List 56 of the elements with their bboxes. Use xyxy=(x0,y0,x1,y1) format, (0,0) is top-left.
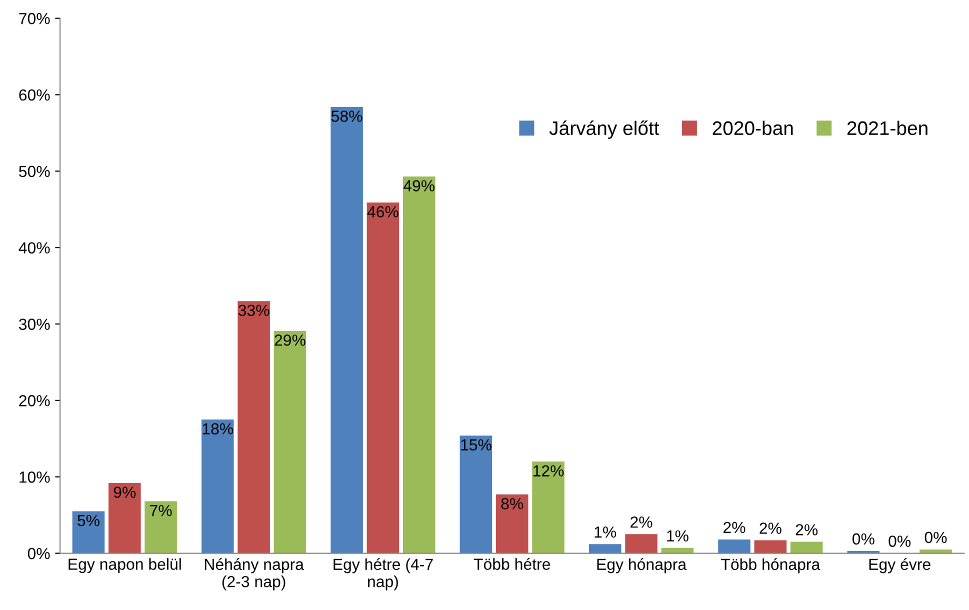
data-label: 1% xyxy=(594,526,616,538)
bar xyxy=(460,436,492,554)
bar xyxy=(496,494,528,554)
bar xyxy=(238,301,270,554)
x-tick-label: Egy napon belül xyxy=(68,558,181,574)
data-label: 15% xyxy=(461,439,492,451)
bar xyxy=(274,330,306,554)
y-tick-label: 10% xyxy=(20,471,50,483)
data-label: 29% xyxy=(274,334,306,346)
bar xyxy=(144,501,177,554)
data-label: 7% xyxy=(150,505,172,516)
data-label: 8% xyxy=(501,498,524,510)
bar xyxy=(790,542,823,554)
data-label: 2% xyxy=(796,524,818,536)
data-label: 2% xyxy=(630,516,652,528)
bar xyxy=(402,176,436,554)
x-tick-label: Egy évre xyxy=(869,558,930,574)
y-tick-label: 30% xyxy=(19,318,50,330)
bar xyxy=(108,482,141,554)
legend-label: Járvány előtt xyxy=(549,120,660,139)
bar xyxy=(754,540,787,554)
data-label: 12% xyxy=(534,465,564,476)
data-label: 49% xyxy=(404,180,435,192)
data-label: 0% xyxy=(888,536,911,547)
data-label: 1% xyxy=(667,530,688,542)
legend-label: 2021-ben xyxy=(847,120,928,136)
data-label: 58% xyxy=(331,110,362,122)
x-tick-label: Néhány napra (2-3 nap) xyxy=(204,558,304,590)
y-tick-label: 0% xyxy=(28,548,50,560)
data-label: 0% xyxy=(924,532,947,544)
y-tick-label: 20% xyxy=(19,395,50,406)
y-tick-label: 70% xyxy=(19,12,50,24)
data-label: 33% xyxy=(238,304,270,316)
bar xyxy=(625,534,658,554)
y-tick-label: 60% xyxy=(19,89,50,101)
bar xyxy=(588,544,622,554)
data-label: 5% xyxy=(78,514,100,526)
bar xyxy=(72,511,105,554)
bar xyxy=(532,462,564,554)
bar xyxy=(330,106,363,554)
x-tick-label: Egy hónapra xyxy=(597,558,687,574)
y-tick-label: 40% xyxy=(18,242,50,254)
data-label: 46% xyxy=(367,206,398,218)
legend-label: 2020-ban xyxy=(712,120,793,136)
bar xyxy=(718,540,750,554)
bar xyxy=(366,202,400,554)
data-label: 18% xyxy=(202,423,234,434)
data-label: 9% xyxy=(114,486,136,498)
data-label: 2% xyxy=(724,522,746,534)
x-tick-label: Több hétre xyxy=(474,558,550,570)
x-tick-label: Több hónapra xyxy=(721,558,820,574)
bar xyxy=(202,420,234,554)
data-label: 0% xyxy=(852,533,874,545)
y-tick-label: 50% xyxy=(19,166,50,178)
data-label: 2% xyxy=(760,522,782,534)
x-tick-label: Egy hétre (4-7 nap) xyxy=(334,558,433,590)
